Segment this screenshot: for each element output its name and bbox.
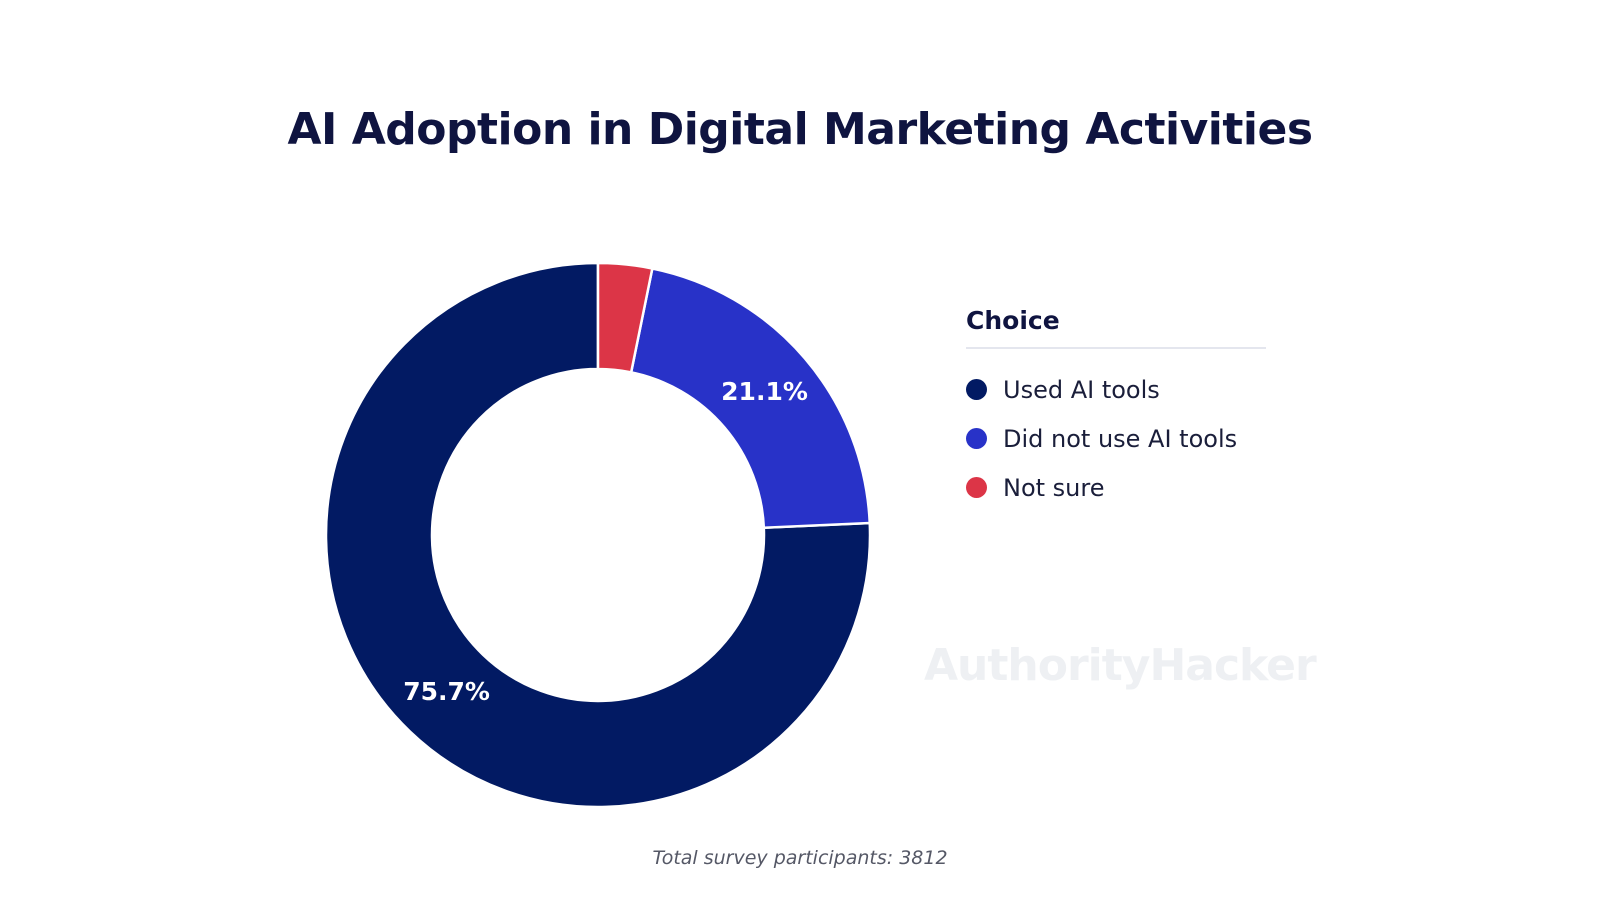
legend-label-not-sure: Not sure <box>1003 473 1105 502</box>
legend-label-did-not-use-ai-tools: Did not use AI tools <box>1003 424 1238 453</box>
legend-item-did-not-use-ai-tools: Did not use AI tools <box>966 414 1266 463</box>
donut-slice-not-sure <box>596 261 654 374</box>
donut-slice-did-not-use-ai-tools <box>629 267 872 530</box>
slice-value-label-used-ai-tools: 75.7% <box>403 677 490 706</box>
legend-swatch-not-sure <box>966 477 987 498</box>
legend-swatch-did-not-use-ai-tools <box>966 428 987 449</box>
legend: Choice Used AI tools Did not use AI tool… <box>966 306 1266 512</box>
legend-swatch-used-ai-tools <box>966 379 987 400</box>
legend-label-used-ai-tools: Used AI tools <box>1003 375 1160 404</box>
chart-title: AI Adoption in Digital Marketing Activit… <box>287 104 1313 155</box>
legend-title: Choice <box>966 306 1266 349</box>
slice-value-label-did-not-use-ai-tools: 21.1% <box>721 377 808 406</box>
footnote: Total survey participants: 3812 <box>652 847 948 869</box>
donut-slice-used-ai-tools <box>324 261 872 809</box>
watermark-logo: AuthorityHacker <box>924 640 1317 691</box>
legend-item-used-ai-tools: Used AI tools <box>966 365 1266 414</box>
legend-item-not-sure: Not sure <box>966 463 1266 512</box>
